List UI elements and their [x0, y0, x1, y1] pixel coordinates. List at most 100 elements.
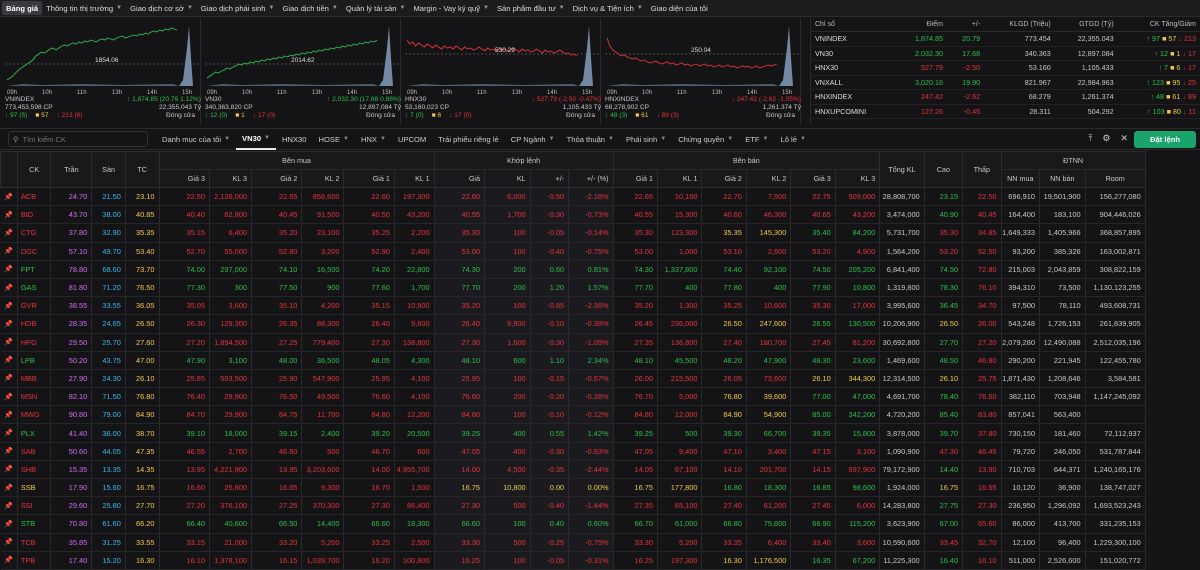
- ask-price[interactable]: 53.10: [701, 242, 747, 261]
- ask-volume[interactable]: 75,800: [746, 514, 792, 534]
- bid-volume[interactable]: 86,400: [394, 496, 435, 516]
- tab-8[interactable]: Thỏa thuận ▼: [561, 128, 620, 150]
- chart-hnxindex[interactable]: 250.04 09h 10h 11h 13h 14h 15h HNXINDEX ↓ 247.42…: [603, 18, 801, 124]
- ask-volume[interactable]: 136,800: [657, 333, 703, 352]
- ask-volume[interactable]: 10,600: [746, 296, 792, 316]
- ask-volume[interactable]: 145,300: [746, 223, 792, 243]
- ask-price[interactable]: 14.05: [613, 460, 659, 480]
- ask-volume[interactable]: 23,600: [835, 351, 881, 370]
- ask-price[interactable]: 22.75: [790, 187, 836, 207]
- bid-volume[interactable]: 600: [394, 442, 435, 461]
- index-row[interactable]: VNINDEX 1,874.85 20.79 773.454 22,355.043 ↑ 9…: [811, 31, 1200, 47]
- ask-price[interactable]: 74.50: [790, 260, 836, 279]
- subcol-header[interactable]: +/- (%): [568, 169, 614, 188]
- bid-volume[interactable]: 16,500: [301, 260, 345, 279]
- pin-icon[interactable]: 📌: [0, 551, 18, 570]
- ask-price[interactable]: 40.55: [613, 205, 659, 225]
- stock-symbol[interactable]: SSI: [17, 496, 52, 516]
- bid-volume[interactable]: 9,600: [394, 314, 435, 334]
- bid-price[interactable]: 16.10: [159, 551, 210, 570]
- bid-volume[interactable]: 11,700: [301, 405, 345, 425]
- ask-price[interactable]: 22.70: [701, 187, 747, 207]
- ask-price[interactable]: 27.35: [613, 496, 659, 516]
- ask-volume[interactable]: 215,500: [657, 369, 703, 389]
- subcol-header[interactable]: NN mua: [1000, 169, 1040, 188]
- pin-icon[interactable]: 📌: [0, 442, 18, 461]
- board-row[interactable]: 📌 GVR 38.55 33.55 36.05 35.05 3,600 35.10 4,200 3…: [0, 296, 1200, 316]
- ask-volume[interactable]: 10,800: [835, 278, 881, 298]
- ask-price[interactable]: 16.75: [613, 478, 659, 498]
- bid-volume[interactable]: 18,000: [209, 423, 252, 443]
- board-row[interactable]: 📌 SHB 15.35 13.35 14.35 13.95 4,221,900 13.95 3,…: [0, 460, 1200, 480]
- bid-price[interactable]: 74.00: [159, 260, 210, 279]
- ask-volume[interactable]: 1,337,800: [657, 260, 703, 279]
- subcol-header[interactable]: Giá 2: [701, 169, 747, 188]
- tab-12[interactable]: Lô lẻ ▼: [774, 128, 811, 150]
- bid-price[interactable]: 16.60: [159, 478, 210, 498]
- bid-price[interactable]: 46.60: [251, 442, 303, 461]
- nav-item-2[interactable]: Giao dịch cơ sở ▼: [126, 0, 197, 17]
- ask-price[interactable]: 27.45: [790, 333, 836, 352]
- ask-volume[interactable]: 61,000: [657, 514, 703, 534]
- ask-volume[interactable]: 6,400: [746, 533, 792, 552]
- bid-volume[interactable]: 2,500: [394, 533, 435, 552]
- bid-volume[interactable]: 9,300: [301, 478, 345, 498]
- ask-volume[interactable]: 500: [657, 423, 703, 443]
- ask-price[interactable]: 35.25: [701, 296, 747, 316]
- bid-price[interactable]: 25.90: [251, 369, 303, 389]
- ask-price[interactable]: 26.50: [701, 314, 747, 334]
- tab-7[interactable]: CP Ngành ▼: [505, 128, 561, 150]
- subcol-header[interactable]: Giá: [433, 169, 486, 188]
- bid-volume[interactable]: 900: [301, 278, 345, 298]
- ask-volume[interactable]: 15,800: [835, 423, 881, 443]
- bid-price[interactable]: 16.65: [251, 478, 303, 498]
- bid-volume[interactable]: 297,000: [209, 260, 252, 279]
- ask-volume[interactable]: 197,300: [657, 551, 703, 570]
- ask-volume[interactable]: 115,200: [835, 514, 881, 534]
- stock-symbol[interactable]: LPB: [17, 351, 52, 370]
- ask-price[interactable]: 48.10: [613, 351, 659, 370]
- bid-price[interactable]: 16.15: [251, 551, 303, 570]
- col-index-name[interactable]: Chỉ số: [811, 18, 896, 32]
- pin-icon[interactable]: 📌: [0, 478, 18, 498]
- chart-vnindex[interactable]: 1854.06 09h 10h 11h 13h 14h 15h VNINDEX ↑ 1,874.…: [3, 18, 201, 124]
- bid-price[interactable]: 35.20: [251, 223, 303, 243]
- ask-price[interactable]: 77.90: [790, 278, 836, 298]
- stock-symbol[interactable]: TPB: [17, 551, 52, 570]
- ask-price[interactable]: 84.90: [701, 405, 747, 425]
- ask-volume[interactable]: 1,176,500: [746, 551, 792, 570]
- ask-price[interactable]: 27.35: [613, 333, 659, 352]
- bid-volume[interactable]: 1,894,500: [209, 333, 252, 352]
- nav-item-7[interactable]: Sản phẩm đầu tư ▼: [493, 0, 569, 17]
- pin-icon[interactable]: 📌: [0, 351, 18, 370]
- ask-volume[interactable]: 47,000: [835, 387, 881, 407]
- bid-volume[interactable]: 1,039,700: [301, 551, 345, 570]
- ask-price[interactable]: 85.00: [790, 405, 836, 425]
- ask-price[interactable]: 47.15: [790, 442, 836, 461]
- index-name[interactable]: HNXINDEX: [605, 96, 640, 103]
- tab-0[interactable]: Danh mục của tôi ▼: [156, 128, 236, 150]
- ask-price[interactable]: 74.30: [613, 260, 659, 279]
- ask-volume[interactable]: 180,700: [746, 333, 792, 352]
- stock-symbol[interactable]: GVR: [17, 296, 52, 316]
- bid-price[interactable]: 27.20: [159, 333, 210, 352]
- stock-symbol[interactable]: HDB: [17, 314, 52, 334]
- bid-price[interactable]: 74.20: [343, 260, 395, 279]
- bid-price[interactable]: 22.60: [343, 187, 395, 207]
- nav-item-3[interactable]: Giao dịch phái sinh ▼: [197, 0, 279, 17]
- ask-price[interactable]: 74.40: [701, 260, 747, 279]
- ask-volume[interactable]: 73,600: [746, 369, 792, 389]
- ask-volume[interactable]: 98,600: [835, 478, 881, 498]
- ask-volume[interactable]: 400: [657, 278, 703, 298]
- search-box[interactable]: ⚲: [8, 131, 148, 147]
- col-ck[interactable]: CK: [16, 151, 52, 188]
- bid-price[interactable]: 35.25: [343, 223, 395, 243]
- index-row[interactable]: VN30 2,032.30 17.68 340.363 12,897.084 ↑ 12 ■…: [811, 46, 1200, 61]
- ask-price[interactable]: 16.80: [701, 478, 747, 498]
- gear-icon[interactable]: ⚙: [1102, 133, 1111, 143]
- bid-price[interactable]: 16.20: [343, 551, 395, 570]
- bid-price[interactable]: 39.15: [251, 423, 303, 443]
- ask-price[interactable]: 53.00: [613, 242, 659, 261]
- ask-price[interactable]: 84.80: [613, 405, 659, 425]
- col-floor[interactable]: Sàn: [91, 151, 126, 188]
